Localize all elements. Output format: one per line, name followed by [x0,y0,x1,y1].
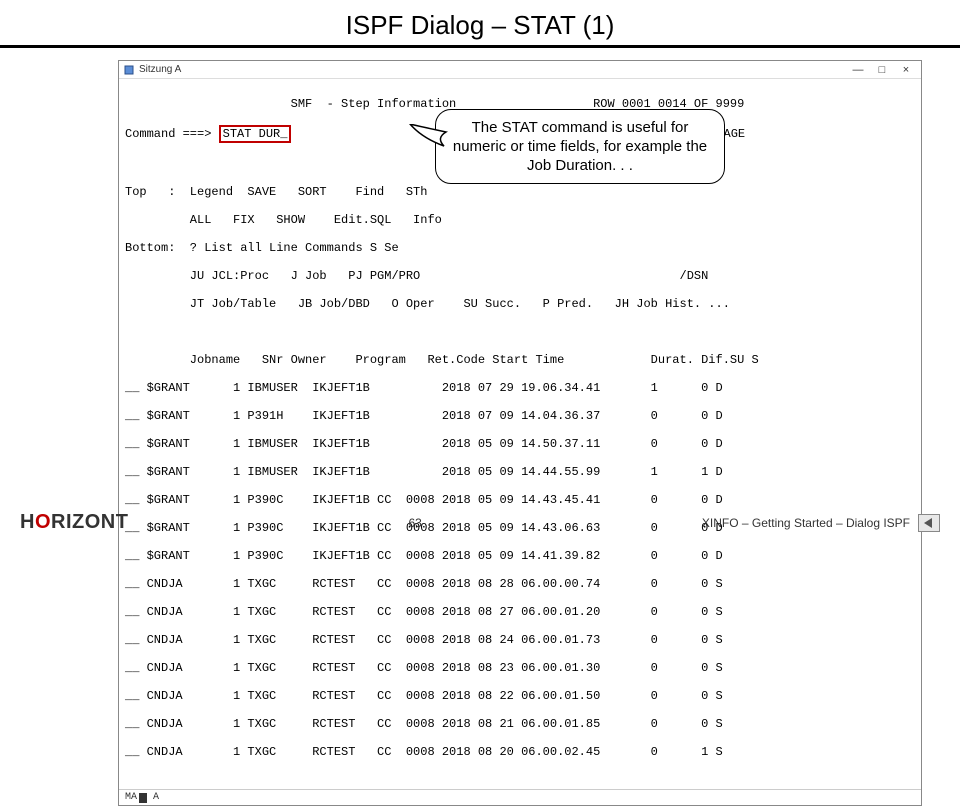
legend-row-2: JT Job/Table JB Job/DBD O Oper SU Succ. … [125,297,915,311]
table-row[interactable]: __ CNDJA 1 TXGC RCTEST CC 0008 2018 08 2… [125,745,915,759]
blank-row-2 [125,325,915,339]
page-number: 63 [128,516,701,530]
table-row[interactable]: __ $GRANT 1 P390C IKJEFT1B CC 0008 2018 … [125,549,915,563]
table-row[interactable]: __ $GRANT 1 P390C IKJEFT1B CC 0008 2018 … [125,493,915,507]
app-icon [123,64,135,76]
table-row[interactable]: __ CNDJA 1 TXGC RCTEST CC 0008 2018 08 2… [125,689,915,703]
window-title: Sitzung A [139,64,181,75]
table-row[interactable]: __ CNDJA 1 TXGC RCTEST CC 0008 2018 08 2… [125,661,915,675]
table-row[interactable]: __ $GRANT 1 IBMUSER IKJEFT1B 2018 05 09 … [125,465,915,479]
table-row[interactable]: __ CNDJA 1 TXGC RCTEST CC 0008 2018 08 2… [125,605,915,619]
table-row[interactable]: __ CNDJA 1 TXGC RCTEST CC 0008 2018 08 2… [125,577,915,591]
slide-title: ISPF Dialog – STAT (1) [0,0,960,45]
status-ma: MA [125,792,137,803]
table-row[interactable]: __ $GRANT 1 IBMUSER IKJEFT1B 2018 05 09 … [125,437,915,451]
top-legend-1: Top : Legend SAVE SORT Find STh [125,185,915,199]
top-legend-2: ALL FIX SHOW Edit.SQL Info [125,213,915,227]
bottom-legend: Bottom: ? List all Line Commands S Se [125,241,915,255]
callout-bubble: The STAT command is useful for numeric o… [435,109,725,184]
maximize-button[interactable]: □ [871,62,893,78]
status-cursor-icon [139,793,147,803]
brand-logo: HORIZONT [20,511,128,534]
callout-text: The STAT command is useful for numeric o… [453,119,707,174]
command-input[interactable]: STAT DUR_ [219,125,292,143]
legend-row-1: JU JCL:Proc J Job PJ PGM/PRO /DSN [125,269,915,283]
terminal-body: SMF - Step Information ROW 0001 0014 OF … [119,79,921,789]
prev-slide-button[interactable] [918,514,940,532]
table-row[interactable]: __ CNDJA 1 TXGC RCTEST CC 0008 2018 08 2… [125,633,915,647]
window-statusbar: MA A [119,789,921,805]
minimize-button[interactable]: — [847,62,869,78]
footer-right-text: XINFO – Getting Started – Dialog ISPF [702,516,910,530]
status-a: A [153,792,159,803]
slide-footer: HORIZONT 63 XINFO – Getting Started – Di… [0,511,960,534]
table-row[interactable]: __ $GRANT 1 P391H IKJEFT1B 2018 07 09 14… [125,409,915,423]
close-button[interactable]: × [895,62,917,78]
command-prompt: Command ===> [125,127,219,141]
title-rule [0,45,960,48]
column-header: Jobname SNr Owner Program Ret.Code Start… [125,353,915,367]
table-row[interactable]: __ CNDJA 1 TXGC RCTEST CC 0008 2018 08 2… [125,717,915,731]
table-row[interactable]: __ $GRANT 1 IBMUSER IKJEFT1B 2018 07 29 … [125,381,915,395]
window-titlebar: Sitzung A — □ × [119,61,921,79]
